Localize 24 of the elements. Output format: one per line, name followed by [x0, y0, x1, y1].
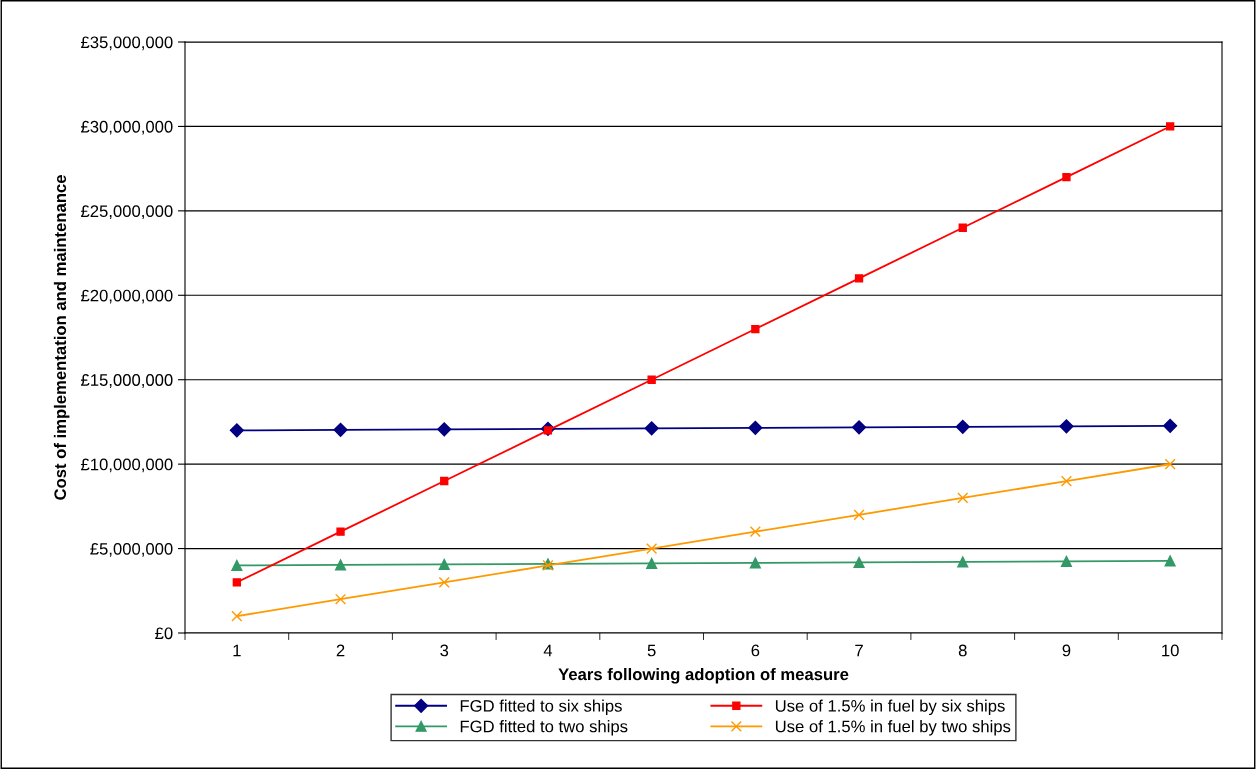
legend-label: Use of 1.5% in fuel by six ships [775, 699, 1005, 716]
y-tick-label: £10,000,000 [80, 458, 173, 473]
y-tick-label: £25,000,000 [80, 205, 173, 220]
x-axis-title: Years following adoption of measure [558, 667, 849, 684]
x-tick-label: 7 [855, 644, 863, 657]
x-tick-label: 10 [1162, 644, 1179, 657]
x-tick-label: 6 [751, 644, 760, 657]
x-tick-label: 5 [647, 644, 656, 657]
y-tick-label: £15,000,000 [80, 374, 173, 388]
x-tick-label: 1 [233, 644, 241, 657]
x-tick-label: 2 [336, 644, 345, 657]
y-tick-label: £5,000,000 [90, 542, 173, 557]
x-tick-label: 3 [440, 644, 449, 657]
y-tick-label: £30,000,000 [80, 120, 173, 135]
x-tick-label: 9 [1062, 644, 1071, 657]
legend-label: FGD fitted to two ships [460, 720, 628, 736]
x-tick-label: 4 [543, 644, 553, 657]
x-tick-label: 8 [958, 644, 967, 657]
y-tick-label: £35,000,000 [80, 36, 173, 51]
legend-label: Use of 1.5% in fuel by two ships [775, 720, 1011, 736]
y-axis-title: Cost of implementation and maintenance [53, 175, 70, 500]
legend-label: FGD fitted to six ships [460, 699, 622, 716]
y-tick-label: £20,000,000 [80, 289, 173, 304]
y-tick-label: £0 [155, 627, 173, 640]
